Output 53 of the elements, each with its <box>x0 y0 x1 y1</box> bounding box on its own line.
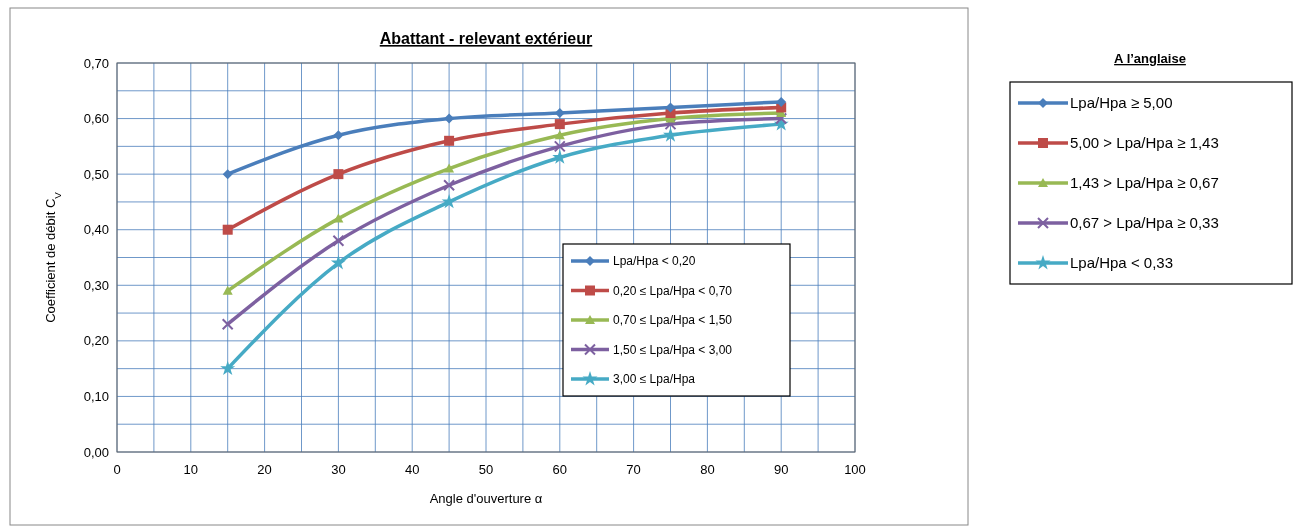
point <box>443 179 456 192</box>
legend-label: Lpa/Hpa < 0,20 <box>613 254 696 268</box>
point <box>222 169 233 180</box>
point <box>775 112 788 125</box>
text: A l’anglaise <box>1114 51 1186 66</box>
y-tick-label: 0,70 <box>83 55 109 71</box>
x-tick-label: 50 <box>478 462 494 477</box>
legend-label: 3,00 ≤ Lpa/Hpa <box>613 372 696 386</box>
y-tick-label: 0,30 <box>83 277 109 293</box>
point <box>554 119 565 130</box>
y-tick-label: 0,50 <box>83 166 109 182</box>
chart-title: Abattant - relevant extérieur <box>379 30 593 47</box>
y-tick-label: 0,40 <box>83 222 109 238</box>
legend-label: 0,20 ≤ Lpa/Hpa < 0,70 <box>613 283 733 298</box>
y-tick-label: 0,20 <box>83 333 109 349</box>
x-tick-label: 90 <box>773 462 789 477</box>
legend-label: 1,50 ≤ Lpa/Hpa < 3,00 <box>613 342 733 357</box>
point <box>330 255 346 270</box>
point <box>222 285 233 295</box>
point <box>333 130 344 141</box>
x-tick-label: 60 <box>552 462 568 477</box>
point <box>776 96 787 107</box>
point <box>444 135 455 146</box>
point <box>444 163 455 173</box>
point <box>332 234 345 247</box>
point <box>664 118 677 131</box>
y-tick-label: 0,00 <box>83 444 109 460</box>
x-tick-label: 70 <box>626 462 641 477</box>
x-tick-label: 10 <box>183 462 199 477</box>
x-tick-label: 80 <box>700 462 715 477</box>
text: Lpa/Hpa ≥ 5,00 <box>1070 94 1173 111</box>
text: 5,00 > Lpa/Hpa ≥ 1,43 <box>1070 134 1219 151</box>
x-tick-label: 40 <box>404 462 420 477</box>
point <box>333 169 344 180</box>
x-tick-label: 0 <box>113 462 121 477</box>
point <box>221 318 234 331</box>
x-tick-label: 100 <box>844 462 866 477</box>
text: Lpa/Hpa < 0,33 <box>1070 254 1174 271</box>
point <box>441 194 457 209</box>
point <box>662 127 679 142</box>
point <box>333 213 344 223</box>
x-tick-label: 20 <box>257 462 272 477</box>
text: 1,43 > Lpa/Hpa ≥ 0,67 <box>1070 174 1219 191</box>
point <box>554 130 565 140</box>
x-tick-label: 30 <box>331 462 346 477</box>
x-axis-title: Angle d'ouverture α <box>429 491 543 506</box>
legend-label: 0,70 ≤ Lpa/Hpa < 1,50 <box>613 313 733 327</box>
point <box>222 224 233 235</box>
y-tick-label: 0,10 <box>83 388 109 404</box>
point <box>553 140 566 153</box>
y-tick-label: 0,60 <box>83 111 109 127</box>
text: 0,67 > Lpa/Hpa ≥ 0,33 <box>1070 214 1219 231</box>
point <box>220 360 236 376</box>
